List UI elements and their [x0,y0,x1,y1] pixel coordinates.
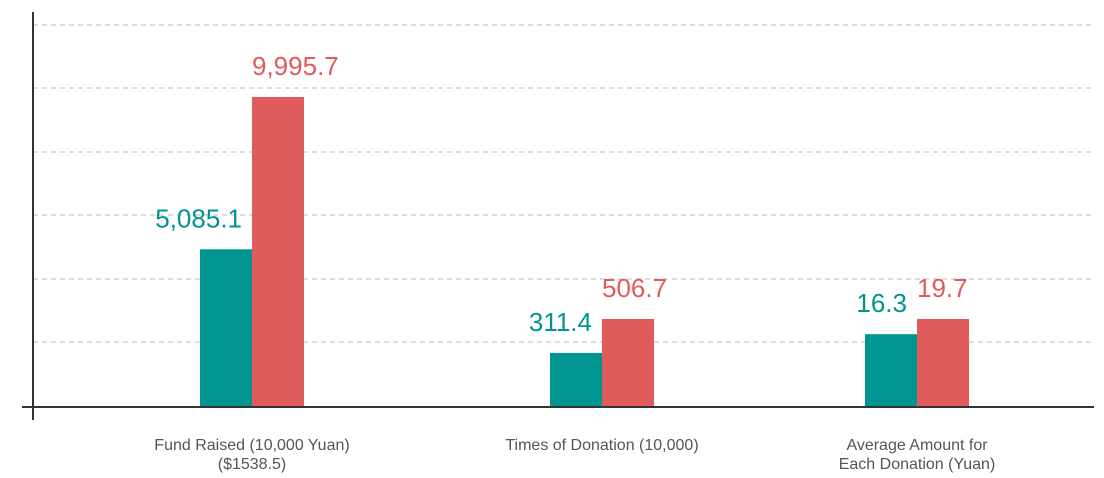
x-tick-label: ($1538.5) [218,456,287,473]
value-label: 9,995.7 [252,51,339,81]
bar [200,249,252,407]
value-label: 19.7 [917,273,968,303]
bar [865,334,917,407]
bars: 5,085.1 9,995.7 311.4 506.7 16.3 19.7 [155,51,969,407]
x-tick-label: Each Donation (Yuan) [839,456,996,473]
bar [550,352,602,407]
x-tick-label: Times of Donation (10,000) [505,437,698,454]
value-label: 311.4 [529,307,592,337]
x-tick-label: Average Amount for [846,437,988,454]
value-label: 5,085.1 [155,203,242,233]
bar [602,319,654,407]
bar [917,319,969,407]
bar [252,97,304,407]
value-label: 16.3 [856,288,907,318]
x-tick-label: Fund Raised (10,000 Yuan) [154,437,349,454]
value-label: 506.7 [602,273,667,303]
